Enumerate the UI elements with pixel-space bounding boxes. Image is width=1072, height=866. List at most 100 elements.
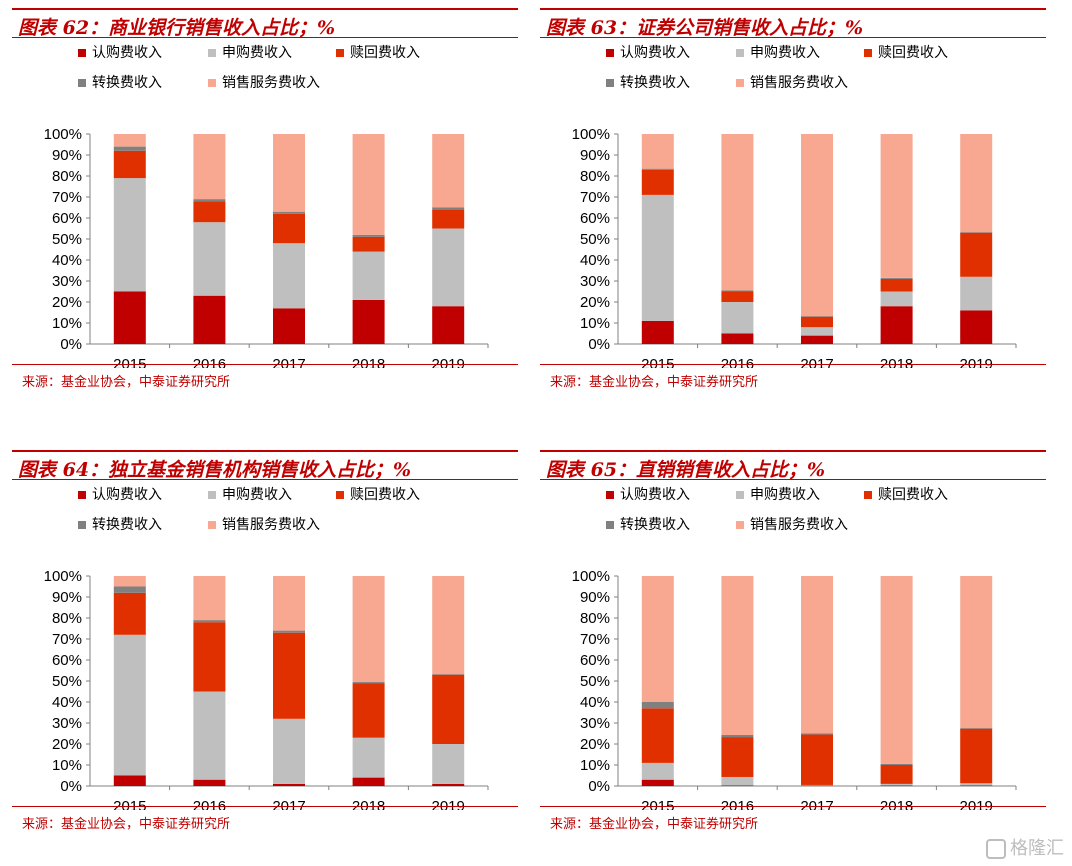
bar-segment xyxy=(352,134,385,235)
bar-segment xyxy=(960,728,993,729)
y-tick-label: 10% xyxy=(52,315,82,332)
bar-segment xyxy=(641,320,674,344)
y-tick-label: 70% xyxy=(52,189,82,206)
legend-swatch xyxy=(208,79,216,87)
legend-item: 转换费收入 xyxy=(78,72,162,92)
legend-swatch xyxy=(208,491,216,499)
legend-swatch xyxy=(864,491,872,499)
legend-swatch xyxy=(606,521,614,529)
source-divider xyxy=(540,806,1046,807)
bar-segment xyxy=(721,576,754,735)
bar-segment xyxy=(352,251,385,300)
x-tick-label: 2015 xyxy=(113,798,146,810)
bar-segment xyxy=(641,168,674,170)
legend-label: 申购费收入 xyxy=(222,487,292,503)
bar-segment xyxy=(432,306,465,344)
y-tick-label: 90% xyxy=(52,147,82,164)
x-tick-label: 2019 xyxy=(432,356,465,368)
legend-label: 赎回费收入 xyxy=(350,45,420,61)
legend-swatch xyxy=(736,491,744,499)
legend-label: 转换费收入 xyxy=(92,75,162,91)
legend-item: 转换费收入 xyxy=(78,514,162,534)
legend-label: 赎回费收入 xyxy=(878,45,948,61)
chart-panel-62: 图表 62：商业银行销售收入占比；% 认购费收入 申购费收入 赎回费收入 转换费收入 销… xyxy=(12,8,518,408)
bar-segment xyxy=(960,728,993,784)
legend-label: 认购费收入 xyxy=(620,45,690,61)
bar-segment xyxy=(960,134,993,233)
stacked-bar-chart: 0% 10% 20% 30% 40% 50% 60% 70% 80% 90% 100% 2015 201… xyxy=(44,126,489,368)
bar-segment xyxy=(641,779,674,786)
bar-segment xyxy=(352,683,385,738)
x-tick-label: 2018 xyxy=(880,798,913,810)
x-tick-label: 2016 xyxy=(193,356,226,368)
x-tick-label: 2016 xyxy=(721,356,754,368)
bar-segment xyxy=(801,316,833,328)
bar-segment xyxy=(273,134,305,212)
y-tick-label: 50% xyxy=(580,231,610,248)
bar-segment xyxy=(880,576,913,764)
x-tick-label: 2019 xyxy=(960,798,993,810)
legend-swatch xyxy=(736,521,744,529)
bar-segment xyxy=(273,213,305,244)
x-tick-label: 2016 xyxy=(721,798,754,810)
legend-swatch xyxy=(78,79,86,87)
bar-segment xyxy=(960,783,993,786)
legend-item: 认购费收入 xyxy=(78,484,162,504)
legend-item: 认购费收入 xyxy=(606,42,690,62)
bar-segment xyxy=(193,622,226,692)
bar-segment xyxy=(880,278,913,292)
bar-segment xyxy=(193,691,226,780)
bar-segment xyxy=(113,146,146,151)
legend-item: 申购费收入 xyxy=(208,42,292,62)
legend-item: 认购费收入 xyxy=(78,42,162,62)
legend-item: 认购费收入 xyxy=(606,484,690,504)
chart-panel-65: 图表 65：直销销售收入占比；% 认购费收入 申购费收入 赎回费收入 转换费收入 销售服… xyxy=(540,450,1046,850)
legend-swatch xyxy=(606,79,614,87)
x-tick-label: 2019 xyxy=(960,356,993,368)
y-tick-label: 30% xyxy=(52,273,82,290)
bar-segment xyxy=(352,737,385,778)
y-tick-label: 50% xyxy=(580,673,610,690)
y-tick-label: 40% xyxy=(52,694,82,711)
legend-label: 销售服务费收入 xyxy=(222,517,320,533)
chart-title: 图表 64：独立基金销售机构销售收入占比；% xyxy=(18,459,412,481)
legend-label: 销售服务费收入 xyxy=(750,517,848,533)
legend-swatch xyxy=(864,49,872,57)
legend-item: 销售服务费收入 xyxy=(736,72,848,92)
legend: 认购费收入 申购费收入 赎回费收入 转换费收入 销售服务费收入 xyxy=(12,484,518,544)
bar-segment xyxy=(113,586,146,593)
bar-segment xyxy=(113,291,146,344)
chart-title: 图表 62：商业银行销售收入占比；% xyxy=(18,17,336,39)
y-tick-label: 60% xyxy=(580,652,610,669)
y-tick-label: 40% xyxy=(52,252,82,269)
logo-icon xyxy=(986,839,1006,859)
bar-segment xyxy=(113,150,146,179)
y-tick-label: 80% xyxy=(52,168,82,185)
bar-segment xyxy=(801,327,833,336)
y-tick-label: 40% xyxy=(580,252,610,269)
bar-segment xyxy=(721,776,754,786)
bar-segment xyxy=(880,765,913,784)
bar-segment xyxy=(960,232,993,277)
legend-label: 申购费收入 xyxy=(222,45,292,61)
legend-item: 申购费收入 xyxy=(736,42,820,62)
bar-segment xyxy=(352,777,385,786)
bar-segment xyxy=(960,310,993,344)
y-tick-label: 20% xyxy=(580,736,610,753)
bar-segment xyxy=(641,576,674,702)
y-tick-label: 100% xyxy=(44,568,82,585)
bar-segment xyxy=(273,211,305,214)
bar-segment xyxy=(880,291,913,307)
y-tick-label: 0% xyxy=(588,778,610,795)
bar-segment xyxy=(352,682,385,684)
x-tick-label: 2018 xyxy=(880,356,913,368)
legend-item: 赎回费收入 xyxy=(864,484,948,504)
legend-swatch xyxy=(78,49,86,57)
watermark-text: 格隆汇 xyxy=(1010,838,1064,859)
legend-swatch xyxy=(208,521,216,529)
bar-segment xyxy=(880,134,913,278)
bar-segment xyxy=(641,708,674,763)
source-note: 来源：基金业协会，中泰证券研究所 xyxy=(22,375,231,390)
bar-segment xyxy=(641,762,674,780)
bar-segment xyxy=(801,335,833,344)
